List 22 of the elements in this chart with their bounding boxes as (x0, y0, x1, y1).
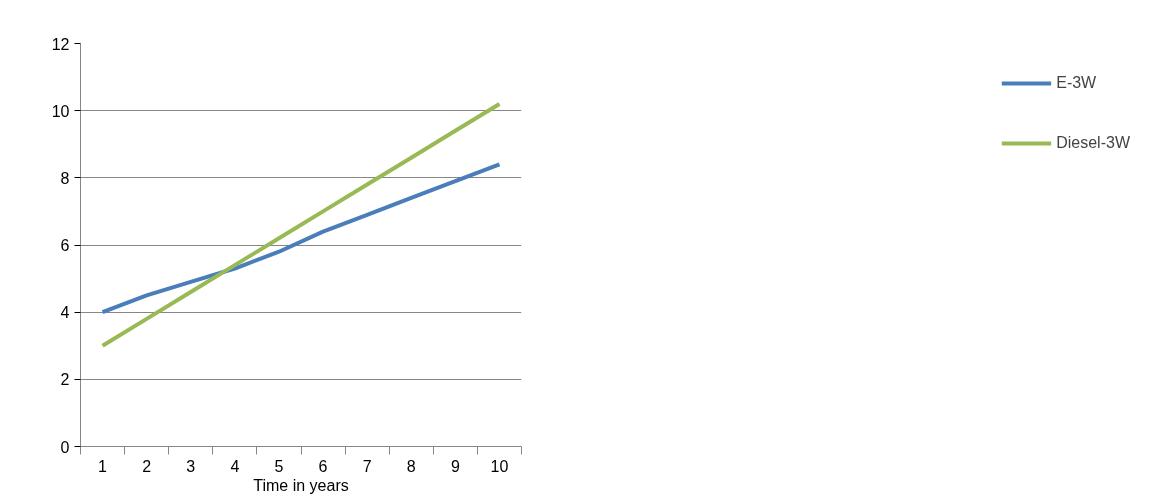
legend-label: Diesel-3W (1056, 134, 1130, 152)
y-tick-label: 12 (51, 35, 70, 53)
y-tick-label: 2 (60, 371, 70, 389)
y-tick-label: 10 (51, 102, 70, 120)
x-tick-label: 2 (142, 457, 152, 475)
x-tick-label: 3 (186, 457, 196, 475)
y-tick-label: 4 (60, 304, 70, 322)
x-tick-label: 4 (230, 457, 240, 475)
x-tick-label: 7 (362, 457, 372, 475)
legend-label: E-3W (1056, 74, 1097, 92)
x-tick-label: 9 (450, 457, 460, 475)
line-series (100, 162, 502, 315)
y-tick-label: 8 (60, 169, 70, 187)
y-tick-label: 6 (60, 237, 70, 254)
y-tick-label: 0 (60, 438, 70, 456)
x-tick-label: 5 (274, 457, 284, 475)
line-series (100, 101, 502, 348)
x-tick-label: 1 (98, 457, 108, 475)
x-tick-label: 8 (406, 457, 416, 475)
x-axis-title: Time in years (253, 476, 349, 494)
x-tick-label: 6 (318, 457, 328, 475)
x-tick-label: 10 (490, 457, 509, 475)
